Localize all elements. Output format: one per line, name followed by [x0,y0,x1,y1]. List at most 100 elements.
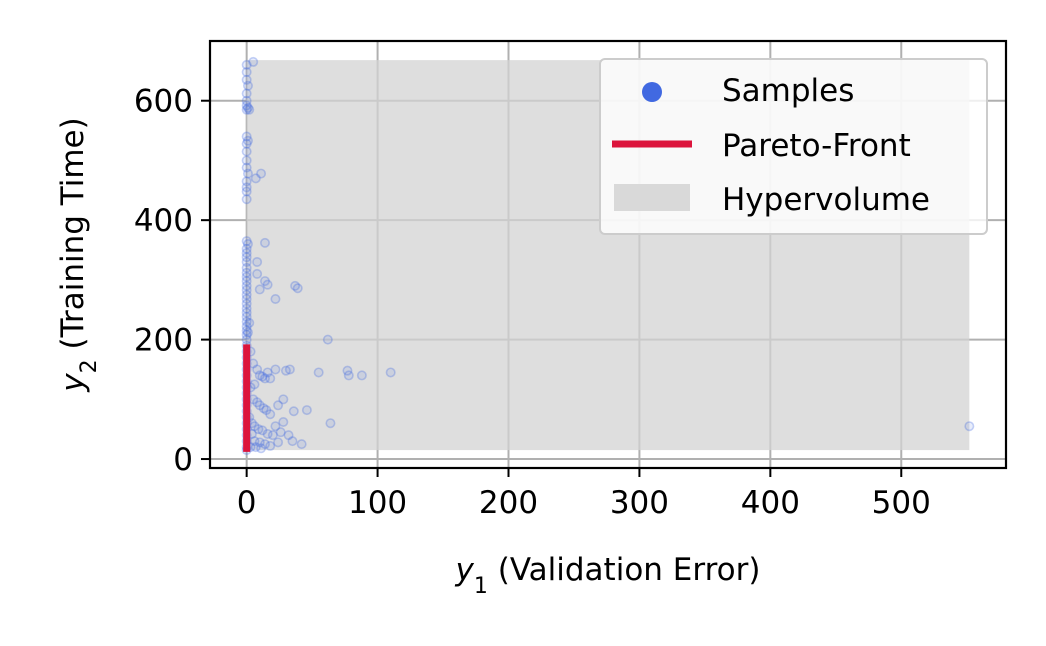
sample-point [267,430,278,441]
x-axis-label-sub: 1 [474,574,488,599]
sample-point [241,155,252,166]
sample-point [241,280,252,291]
sample-point [254,284,265,295]
sample-point [301,405,312,416]
y-tick-label-2: 400 [134,203,193,239]
sample-point [241,100,252,111]
sample-point [273,400,284,411]
sample-point [262,367,273,378]
sample-point [283,430,294,441]
sample-point [241,271,252,282]
sample-point [325,418,336,429]
sample-point [258,403,269,414]
sample-point [273,437,284,448]
sample-point [241,131,252,142]
y-axis-label: y2 (Training Time) [55,117,102,392]
sample-point [290,280,301,291]
sample-point [252,397,263,408]
sample-point [249,421,260,432]
sample-point [241,303,252,314]
sample-point [241,262,252,273]
sample-point [259,237,270,248]
sample-point [265,409,276,420]
sample-point [244,317,255,328]
sample-point [256,443,267,454]
sample-point [342,365,353,376]
sample-point [241,325,252,336]
sample-point [254,370,265,381]
sample-point [292,283,303,294]
sample-point [241,334,252,345]
sample-point [249,379,260,390]
x-tick-label-2: 200 [479,485,538,521]
sample-point [241,236,252,247]
sample-point [241,194,252,205]
sample-point [241,267,252,278]
sample-point [252,256,263,267]
sample-point [242,327,253,338]
sample-point [241,321,252,332]
sample-point [241,256,252,267]
axes-frame [208,39,1008,470]
y-tick-label-3: 600 [134,84,193,120]
legend: Samples Pareto-Front Hypervolume [599,58,988,235]
sample-point [241,316,252,327]
sample-point [259,373,270,384]
sample-point [241,329,252,340]
sample-point [385,367,396,378]
sample-point [241,243,252,254]
sample-point [257,425,268,436]
sample-point [241,138,252,149]
legend-label-hypervolume: Hypervolume [722,182,930,218]
sample-point [241,307,252,318]
sample-point [313,367,324,378]
sample-point [241,186,252,197]
sample-point [356,370,367,381]
y-axis-label-sub: 2 [77,359,102,373]
sample-point [278,417,289,428]
sample-point [241,67,252,78]
sample-point [241,104,252,115]
y-axis-label-var: y [55,373,91,393]
sample-point [241,285,252,296]
x-axis-label: y1 (Validation Error) [455,552,761,599]
sample-point [241,176,252,187]
axes-layer [208,39,1008,470]
sample-point [244,104,255,115]
sample-point [259,276,270,287]
legend-marker-hypervolume [614,184,690,211]
sample-point [241,252,252,263]
sample-point [262,428,273,439]
sample-point [254,400,265,411]
sample-point [261,405,272,416]
sample-point [256,168,267,179]
sample-point [242,135,253,146]
sample-point [241,293,252,304]
sample-point [270,293,281,304]
sample-point [265,440,276,451]
legend-marker-samples [642,82,662,102]
sample-point [241,311,252,322]
samples-layer [241,56,975,456]
sample-point [343,370,354,381]
sample-point [242,168,253,179]
sample-point [296,439,307,450]
sample-point [249,436,260,447]
sample-point [250,173,261,184]
sample-point [241,182,252,193]
x-tick-label-5: 500 [872,485,931,521]
sample-point [287,436,298,447]
sample-point [242,80,253,91]
sample-point [241,59,252,70]
y-tick-label-0: 0 [173,442,193,478]
sample-point [241,88,252,99]
sample-point [254,437,265,448]
x-tick-label-3: 300 [610,485,669,521]
sample-point [270,364,281,375]
sample-point [275,427,286,438]
sample-point [250,442,261,453]
sample-point [262,279,273,290]
sample-point [242,102,253,113]
